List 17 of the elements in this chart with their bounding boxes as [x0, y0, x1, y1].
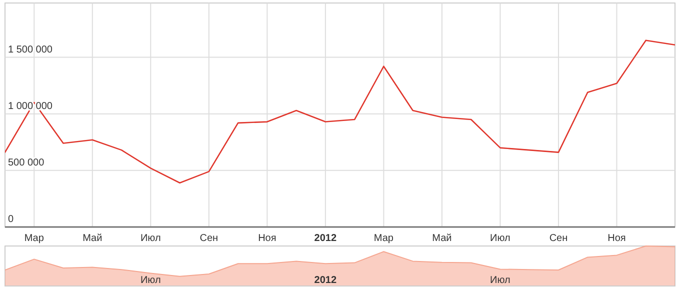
y-tick-label: 0 — [8, 214, 14, 225]
x-tick-label: Мар — [374, 233, 394, 244]
x-tick-label: 2012 — [314, 275, 337, 286]
y-tick-label: 500 000 — [8, 157, 45, 168]
x-tick-label: Июл — [140, 275, 161, 286]
x-tick-label: Июл — [140, 233, 161, 244]
x-tick-label: 2012 — [314, 233, 337, 244]
x-tick-label: Июл — [490, 275, 511, 286]
x-tick-label: Сен — [200, 233, 218, 244]
y-tick-label: 1 500 000 — [8, 44, 53, 56]
x-tick-label: Июл — [490, 233, 511, 244]
x-tick-label: Ноя — [258, 233, 276, 244]
x-tick-label: Мар — [24, 233, 44, 244]
x-tick-label: Сен — [549, 233, 568, 244]
x-tick-label: Ноя — [608, 233, 626, 244]
x-tick-label: Май — [432, 233, 452, 244]
x-tick-label: Май — [82, 233, 102, 244]
